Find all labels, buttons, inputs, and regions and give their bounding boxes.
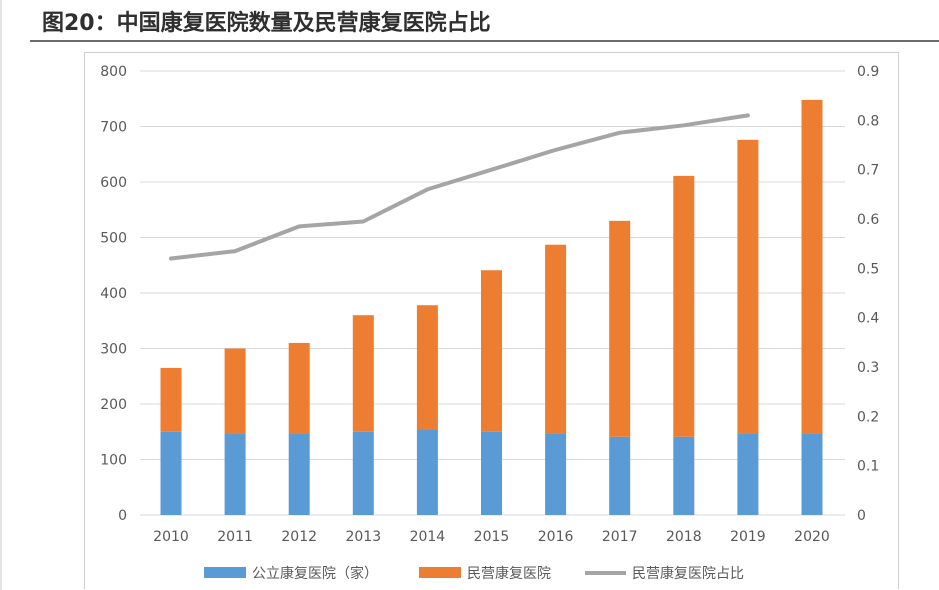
legend: 公立康复医院（家） 民营康复医院 民营康复医院占比 xyxy=(204,565,744,582)
x-tick-label: 2018 xyxy=(666,529,702,545)
bar-private-2020 xyxy=(801,99,823,434)
bar-private-2016 xyxy=(545,244,567,434)
legend-swatch-public xyxy=(204,567,246,578)
right-tick-label: 0.6 xyxy=(857,212,879,228)
figure-title: 图20：中国康复医院数量及民营康复医院占比 xyxy=(42,11,491,36)
page-left-rule xyxy=(0,0,2,590)
left-axis-ticks: 0 100 200 300 400 500 600 700 800 xyxy=(100,64,127,524)
chart-frame xyxy=(84,52,899,589)
ratio-line xyxy=(169,113,750,261)
series-ratio-line xyxy=(169,113,750,261)
bar-private-2018 xyxy=(673,175,695,437)
right-tick-label: 0.8 xyxy=(857,113,879,129)
bar-private-2015 xyxy=(481,270,502,432)
left-tick-label: 700 xyxy=(100,120,127,136)
title-underline xyxy=(30,40,939,42)
x-tick-label: 2017 xyxy=(602,529,638,545)
bar-public-2015 xyxy=(481,431,502,515)
left-tick-label: 500 xyxy=(100,231,127,247)
bar-public-2011 xyxy=(224,433,246,515)
x-tick-label: 2012 xyxy=(281,529,317,545)
bar-public-2020 xyxy=(801,433,823,515)
bar-public-2012 xyxy=(288,433,310,515)
bar-public-2010 xyxy=(160,431,182,515)
bar-public-2016 xyxy=(545,433,567,515)
legend-swatch-private xyxy=(419,567,461,578)
legend-label-ratio: 民营康复医院占比 xyxy=(632,565,744,582)
bar-private-2012 xyxy=(288,342,310,434)
bar-public-2013 xyxy=(352,431,374,515)
x-tick-label: 2011 xyxy=(217,529,253,545)
left-tick-label: 0 xyxy=(118,508,127,524)
x-tick-label: 2016 xyxy=(538,529,574,545)
right-tick-label: 0.5 xyxy=(857,261,879,277)
right-axis-ticks: 0 0.1 0.2 0.3 0.4 0.5 0.6 0.7 0.8 0.9 xyxy=(857,64,879,524)
right-tick-label: 0.1 xyxy=(857,459,879,475)
x-tick-label: 2014 xyxy=(410,529,446,545)
right-tick-label: 0.4 xyxy=(857,311,879,327)
right-tick-label: 0.3 xyxy=(857,360,879,376)
legend-label-public: 公立康复医院（家） xyxy=(252,565,378,582)
legend-label-private: 民营康复医院 xyxy=(467,565,551,582)
left-tick-label: 400 xyxy=(100,286,127,302)
x-tick-label: 2015 xyxy=(474,529,510,545)
bar-public-2018 xyxy=(673,436,695,515)
left-tick-label: 200 xyxy=(100,397,127,413)
x-axis-ticks: 2010 2011 2012 2013 2014 2015 2016 2017 2018 2019… xyxy=(153,529,830,545)
right-tick-label: 0.7 xyxy=(857,163,879,179)
left-tick-label: 800 xyxy=(100,64,127,80)
x-tick-label: 2010 xyxy=(153,529,189,545)
bar-private-2017 xyxy=(609,220,631,437)
bar-private-2013 xyxy=(352,315,374,432)
right-tick-label: 0.2 xyxy=(857,409,879,425)
left-tick-label: 600 xyxy=(100,175,127,191)
bar-private-2011 xyxy=(224,348,246,434)
series-public-bars xyxy=(160,429,823,515)
left-tick-label: 100 xyxy=(100,453,127,469)
bar-public-2019 xyxy=(737,433,759,515)
bar-private-2014 xyxy=(416,305,438,430)
bar-public-2014 xyxy=(416,429,438,515)
right-tick-label: 0.9 xyxy=(857,64,879,80)
x-tick-label: 2019 xyxy=(730,529,766,545)
bar-private-2010 xyxy=(160,367,182,432)
right-tick-label: 0 xyxy=(857,508,866,524)
left-tick-label: 300 xyxy=(100,342,127,358)
bar-public-2017 xyxy=(609,436,631,515)
series-private-bars xyxy=(160,99,823,437)
x-tick-label: 2013 xyxy=(345,529,381,545)
x-tick-label: 2020 xyxy=(794,529,830,545)
bar-private-2019 xyxy=(737,139,759,434)
